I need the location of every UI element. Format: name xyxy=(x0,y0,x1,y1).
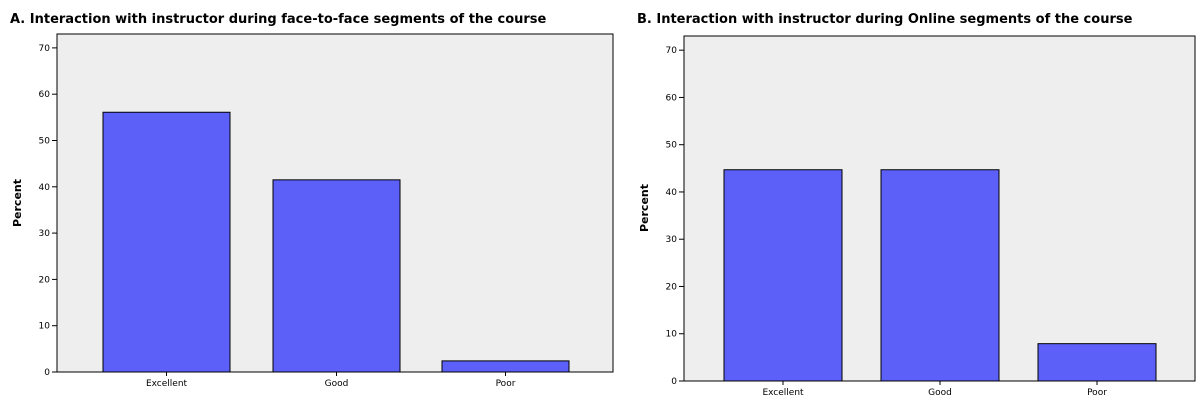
chart-a-y-tick-label: 70 xyxy=(39,44,51,54)
chart-b-y-tick-label: 40 xyxy=(666,188,678,198)
chart-b-category-label: Excellent xyxy=(762,388,804,398)
chart-a-y-tick-label: 30 xyxy=(39,229,51,239)
chart-a-categories: Excellent Good Poor xyxy=(146,372,516,389)
chart-b-y-tick-label: 70 xyxy=(666,46,678,56)
chart-b: B. Interaction with instructor during On… xyxy=(637,12,1196,398)
chart-b-y-ticks: 0 10 20 30 40 50 60 70 xyxy=(666,46,684,387)
chart-a: A. Interaction with instructor during fa… xyxy=(10,12,614,389)
chart-b-bar-good xyxy=(880,169,1000,382)
chart-a-y-tick-label: 40 xyxy=(39,183,51,193)
chart-a-bar-good xyxy=(272,179,401,373)
chart-b-y-tick-label: 0 xyxy=(671,377,677,387)
chart-a-category-label: Excellent xyxy=(146,379,188,389)
chart-b-categories: Excellent Good Poor xyxy=(762,381,1107,398)
chart-b-y-tick-label: 60 xyxy=(666,93,678,103)
chart-b-bars xyxy=(723,169,1157,382)
chart-b-title: B. Interaction with instructor during On… xyxy=(637,12,1133,27)
chart-a-bar-poor xyxy=(441,360,570,373)
chart-a-bars xyxy=(102,111,570,373)
chart-a-category-label: Poor xyxy=(496,379,516,389)
chart-a-y-tick-label: 50 xyxy=(39,136,51,146)
chart-b-bar-excellent xyxy=(723,169,843,382)
chart-a-y-tick-label: 20 xyxy=(39,275,51,285)
chart-a-category-label: Good xyxy=(325,379,349,389)
chart-a-y-tick-label: 0 xyxy=(44,368,50,378)
chart-a-y-tick-label: 10 xyxy=(39,322,51,332)
chart-a-bar-excellent xyxy=(102,111,231,373)
chart-b-y-tick-label: 20 xyxy=(666,282,678,292)
chart-a-title: A. Interaction with instructor during fa… xyxy=(10,12,547,27)
chart-b-y-tick-label: 50 xyxy=(666,141,678,151)
chart-a-y-ticks: 0 10 20 30 40 50 60 70 xyxy=(39,44,57,378)
chart-b-y-tick-label: 30 xyxy=(666,235,678,245)
chart-b-category-label: Poor xyxy=(1087,388,1107,398)
chart-b-y-tick-label: 10 xyxy=(666,330,678,340)
chart-a-y-tick-label: 60 xyxy=(39,90,51,100)
chart-b-category-label: Good xyxy=(928,388,952,398)
chart-a-y-axis-label: Percent xyxy=(11,179,24,227)
chart-b-bar-poor xyxy=(1037,343,1157,382)
chart-b-y-axis-label: Percent xyxy=(638,184,651,232)
